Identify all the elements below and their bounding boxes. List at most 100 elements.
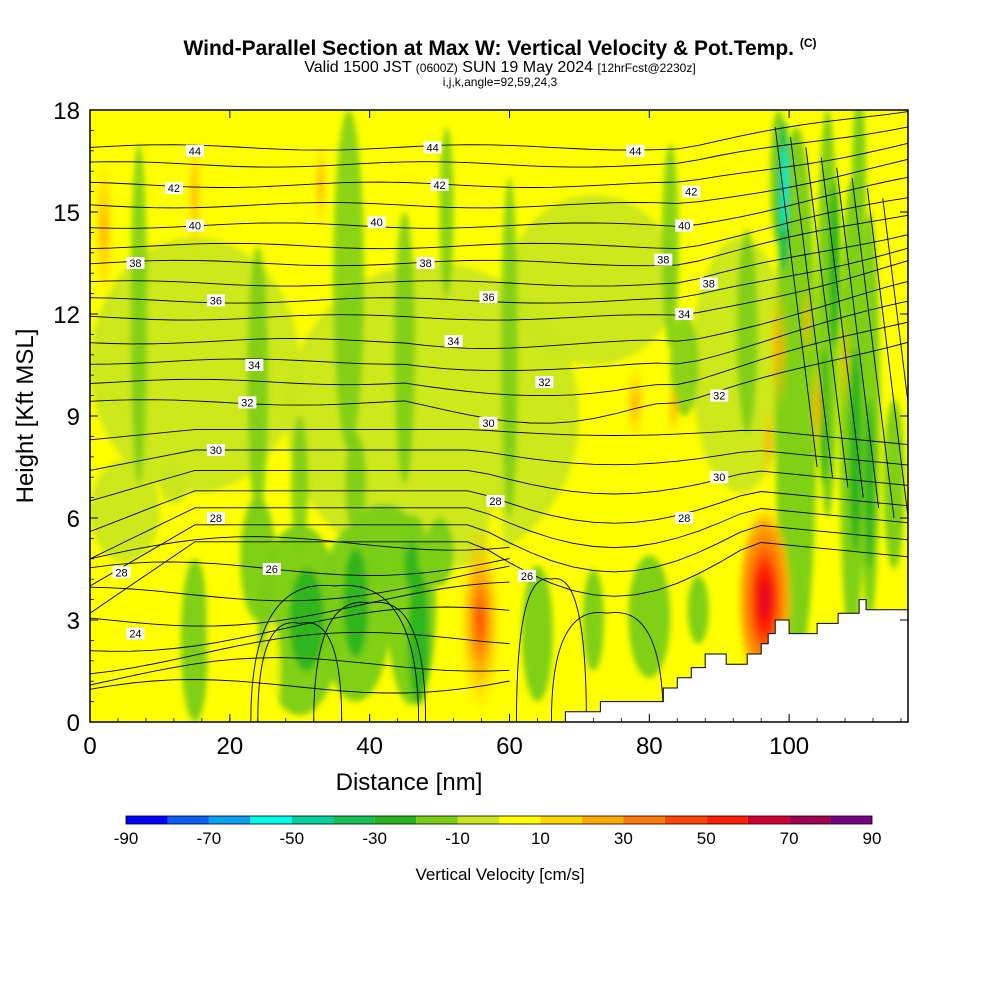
contour-label: 28 xyxy=(486,495,505,508)
isentrope-line xyxy=(90,606,510,652)
isentrope-line xyxy=(90,469,908,502)
isentrope-line xyxy=(90,197,908,250)
isentrope-line xyxy=(90,280,908,350)
colorbar-swatch xyxy=(664,816,707,824)
y-tick-label: 18 xyxy=(53,98,80,125)
isentrope-line xyxy=(250,584,420,722)
x-tick-label: 0 xyxy=(83,733,96,760)
contour-label: 44 xyxy=(185,144,204,158)
contour-label: 40 xyxy=(367,216,386,229)
chart-title: Wind-Parallel Section at Max W: Vertical… xyxy=(0,36,1000,61)
contour-label: 30 xyxy=(479,416,498,430)
contour-label: 38 xyxy=(126,257,145,270)
contour-label-text: 36 xyxy=(210,295,222,307)
x-tick-label: 40 xyxy=(356,733,383,760)
contour-label: 42 xyxy=(164,182,183,195)
isentrope-line xyxy=(90,449,908,471)
contour-label: 34 xyxy=(245,359,264,372)
contour-label-text: 34 xyxy=(447,336,459,348)
contour-label-text: 42 xyxy=(685,187,697,199)
colorbar-swatch xyxy=(126,816,168,824)
isentrope-line xyxy=(90,536,510,560)
contour-labels: 44 44 44 42 42 42 40 40 40 38 38 38 38 36 36 34 34 34 32 32… xyxy=(112,141,729,641)
colorbar-swatch xyxy=(540,816,582,824)
contour-label: 32 xyxy=(238,396,257,409)
colorbar-swatch xyxy=(623,816,665,824)
contour-label-text: 38 xyxy=(419,258,431,270)
contour-label-text: 30 xyxy=(713,472,725,484)
contour-label: 28 xyxy=(112,566,131,579)
contour-label-text: 32 xyxy=(241,397,253,409)
contour-label: 28 xyxy=(206,512,225,525)
x-tick-label: 60 xyxy=(496,733,523,760)
colorbar-swatch xyxy=(167,816,209,824)
contour-label-text: 32 xyxy=(713,391,725,403)
colorbar-label: Vertical Velocity [cm/s] xyxy=(415,865,584,884)
y-tick-label: 12 xyxy=(53,302,80,329)
contour-label-text: 26 xyxy=(266,564,278,576)
isentrope-line xyxy=(90,158,908,209)
contour-label-text: 28 xyxy=(678,513,690,525)
contour-label-text: 28 xyxy=(489,496,501,508)
valid-date: SUN 19 May 2024 xyxy=(462,59,593,76)
grid-indices: i,j,k,angle=92,59,24,3 xyxy=(442,75,558,89)
isentrope-line xyxy=(805,147,849,488)
isentrope-line xyxy=(313,601,427,722)
chart-subtitle: Valid 1500 JST (0600Z) SUN 19 May 2024 [… xyxy=(0,59,1000,77)
contour-label: 36 xyxy=(479,291,498,304)
colorbar-frame xyxy=(125,815,873,825)
pot-temp-contours xyxy=(90,111,908,722)
isentrope-line xyxy=(90,507,908,560)
colorbar-tick-label: 50 xyxy=(697,829,716,848)
colorbar-swatch xyxy=(706,816,748,824)
utc-time: (0600Z) xyxy=(415,61,458,75)
isentrope-line xyxy=(90,429,908,446)
isentrope-line xyxy=(851,177,895,519)
isentrope-line xyxy=(90,558,510,576)
contour-label: 26 xyxy=(262,563,281,576)
isentrope-line xyxy=(90,234,908,287)
colorbar-tick-label: 30 xyxy=(614,829,633,848)
y-tick-label: 15 xyxy=(53,200,80,227)
contour-label: 44 xyxy=(626,144,645,158)
contour-label-text: 44 xyxy=(629,146,641,158)
isentrope-line xyxy=(90,260,908,321)
colorbar-swatch xyxy=(830,816,872,824)
terrain-profile xyxy=(90,599,908,722)
contour-label-text: 44 xyxy=(189,146,201,158)
isentrope-line xyxy=(90,679,510,694)
contour-label: 34 xyxy=(444,335,463,348)
isentrope-line xyxy=(836,167,880,508)
contour-label: 26 xyxy=(517,569,536,583)
isentrope-line xyxy=(90,300,908,372)
isentrope-line xyxy=(90,565,510,602)
contour-label-text: 28 xyxy=(210,513,222,525)
isentrope-line xyxy=(90,524,908,587)
valid-time: Valid 1500 JST xyxy=(304,59,412,76)
colorbar-swatch xyxy=(374,816,417,824)
contour-label-text: 40 xyxy=(678,221,690,233)
isentrope-line xyxy=(257,622,343,722)
isentrope-line xyxy=(90,341,908,424)
isentrope-line xyxy=(90,176,908,229)
contour-label-text: 38 xyxy=(129,258,141,270)
contour-label: 36 xyxy=(206,294,225,307)
isentrope-line xyxy=(882,198,908,407)
colorbar-tick-label: -10 xyxy=(445,829,470,848)
y-tick-label: 6 xyxy=(67,506,80,533)
isentrope-line xyxy=(550,611,664,722)
isentrope-line xyxy=(516,578,587,722)
contour-label: 42 xyxy=(430,178,449,192)
colorbar-tick-label: 90 xyxy=(863,829,882,848)
contour-label-text: 36 xyxy=(482,292,494,304)
isentrope-line xyxy=(790,137,833,478)
x-tick-label: 20 xyxy=(216,733,243,760)
contour-label-text: 40 xyxy=(371,217,383,229)
contour-label-text: 42 xyxy=(433,180,445,192)
colorbar-swatch xyxy=(250,816,292,824)
colorbar-tick-label: -90 xyxy=(114,829,139,848)
contour-label-text: 30 xyxy=(210,445,222,457)
contour-label-text: 32 xyxy=(538,377,550,389)
